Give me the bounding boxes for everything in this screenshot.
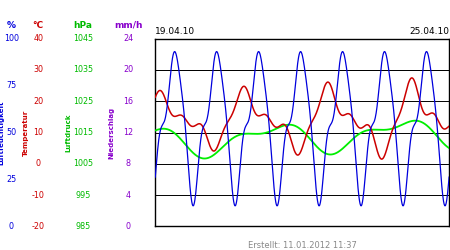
Text: Niederschlag: Niederschlag [108,106,115,158]
Text: 25.04.10: 25.04.10 [409,27,449,36]
Text: Temperatur: Temperatur [23,110,29,156]
Text: 12: 12 [123,128,133,137]
Text: 100: 100 [4,34,19,43]
Text: 8: 8 [126,159,131,168]
Text: 985: 985 [76,222,91,231]
Text: -20: -20 [32,222,45,231]
Text: Luftfeuchtigkeit: Luftfeuchtigkeit [0,100,5,165]
Text: -10: -10 [32,190,45,200]
Text: 1015: 1015 [73,128,93,137]
Text: 25: 25 [6,175,16,184]
Text: 10: 10 [33,128,43,137]
Text: 1005: 1005 [73,159,93,168]
Text: 1045: 1045 [73,34,93,43]
Text: 995: 995 [76,190,91,200]
Text: 0: 0 [126,222,131,231]
Text: Erstellt: 11.01.2012 11:37: Erstellt: 11.01.2012 11:37 [248,241,356,250]
Text: 4: 4 [126,190,131,200]
Text: 20: 20 [33,97,43,106]
Text: 30: 30 [33,66,43,74]
Text: 0: 0 [9,222,14,231]
Text: 24: 24 [123,34,133,43]
Text: 1035: 1035 [73,66,93,74]
Text: Luftdruck: Luftdruck [65,113,72,152]
Text: 0: 0 [36,159,41,168]
Text: mm/h: mm/h [114,21,143,30]
Text: 75: 75 [6,81,16,90]
Text: 20: 20 [123,66,133,74]
Text: %: % [7,21,16,30]
Text: 19.04.10: 19.04.10 [155,27,195,36]
Text: 40: 40 [33,34,43,43]
Text: 1025: 1025 [73,97,94,106]
Text: 50: 50 [6,128,16,137]
Text: hPa: hPa [74,21,93,30]
Text: °C: °C [33,21,44,30]
Text: 16: 16 [123,97,133,106]
